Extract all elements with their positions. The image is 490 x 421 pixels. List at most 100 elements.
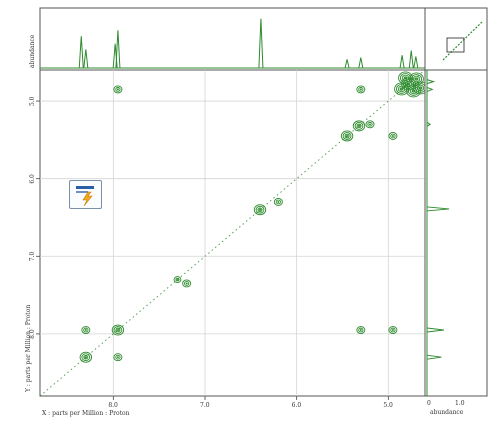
y-tick-label: 5.0 — [29, 96, 36, 106]
contour-ring — [388, 132, 398, 140]
y-tick-label: 6.0 — [29, 174, 36, 184]
side-projection — [426, 70, 450, 396]
y-tick-label: 7.0 — [29, 252, 36, 262]
contour-core — [359, 88, 362, 91]
x-tick-label: 5.0 — [383, 402, 393, 409]
contour-ring — [409, 87, 418, 95]
diagonal-peak — [394, 82, 409, 96]
cross-peak — [388, 132, 398, 140]
contour-core — [345, 134, 349, 138]
top-projection-peak — [115, 30, 121, 69]
top-projection-peak — [399, 55, 405, 69]
side-projection-frame — [424, 69, 488, 397]
contour-ring — [390, 133, 396, 139]
side-projection-peak — [426, 86, 434, 92]
overview-thumbnail[interactable] — [424, 7, 488, 71]
contour-ring — [399, 73, 412, 83]
top-projection-peak — [358, 57, 364, 69]
contour-ring — [340, 130, 354, 142]
x-tick-label: 8.0 — [108, 402, 118, 409]
x-axis-label: X : parts per Million : Proton — [42, 410, 130, 417]
contour-core — [414, 77, 419, 81]
diagonal-peak — [173, 276, 182, 284]
contour-ring — [81, 326, 91, 334]
y-axis-ticks: 5.0 6.0 7.0 8.0 — [29, 96, 40, 339]
diagonal-trace — [39, 69, 426, 397]
top-projection-peak — [78, 36, 84, 69]
contour-core — [359, 329, 362, 332]
contour-ring — [344, 133, 350, 139]
side-projection-peak — [426, 79, 436, 85]
contour-ring — [111, 324, 125, 336]
contour-ring — [182, 279, 192, 288]
top-projection-peak — [83, 49, 89, 69]
top-projection-frame — [39, 7, 426, 71]
overview-viewport-rect[interactable] — [446, 37, 465, 53]
contour-ring — [407, 86, 420, 96]
contour-ring — [255, 205, 265, 214]
contour-core — [84, 329, 87, 332]
contour-core — [185, 282, 188, 285]
x-axis-ticks: 8.0 7.0 6.0 5.0 — [108, 396, 393, 409]
side-projection-peak — [426, 206, 450, 212]
side-tick-0: 0 — [427, 400, 431, 407]
contour-ring — [173, 276, 182, 284]
diagonal-dots — [39, 69, 426, 397]
side-projection-label: abundance — [430, 409, 464, 416]
contour-ring — [113, 326, 123, 334]
diagonal-peak — [111, 324, 125, 336]
contour-ring — [342, 132, 352, 140]
cross-peak — [113, 85, 123, 94]
contour-ring — [356, 326, 366, 334]
contour-core — [357, 124, 361, 128]
contour-ring — [397, 85, 406, 93]
top-projection — [40, 18, 425, 69]
cross-peak — [81, 326, 91, 334]
contour-ring — [388, 326, 398, 334]
contour-ring — [81, 353, 91, 362]
contour-ring — [401, 74, 410, 82]
contour-core — [368, 123, 372, 126]
diagonal-peak — [406, 84, 421, 98]
contour-core — [84, 355, 88, 359]
contour-ring — [398, 71, 413, 85]
side-tick-1: 1.0 — [455, 400, 465, 407]
contour-ring — [390, 327, 396, 333]
contour-peaks — [79, 71, 428, 363]
overview-diagonal — [442, 21, 483, 61]
contour-core — [277, 200, 280, 203]
diagonal-peak — [340, 130, 354, 142]
contour-ring — [356, 85, 366, 94]
cross-peak — [273, 198, 283, 206]
contour-ring — [83, 354, 89, 360]
lasso-tool-icon[interactable] — [69, 180, 102, 209]
contour-ring — [253, 204, 267, 216]
side-projection-peak — [426, 354, 442, 360]
cross-peak — [182, 279, 192, 288]
contour-ring — [257, 207, 263, 212]
diagonal-peak — [398, 71, 413, 85]
contour-core — [116, 356, 119, 359]
contour-ring — [115, 354, 121, 360]
top-projection-peak — [413, 56, 419, 69]
cross-peak — [365, 120, 375, 129]
contour-core — [403, 76, 408, 80]
contour-ring — [115, 327, 121, 333]
contour-ring — [365, 120, 375, 129]
x-tick-label: 6.0 — [292, 402, 302, 409]
contour-ring — [356, 123, 362, 129]
diagonal-peak — [253, 204, 267, 216]
contour-ring — [83, 327, 89, 333]
contour-ring — [354, 122, 364, 130]
contour-ring — [115, 87, 121, 92]
contour-ring — [113, 85, 123, 94]
top-projection-peak — [408, 50, 414, 69]
contour-ring — [275, 199, 281, 205]
top-projection-label: abundance — [29, 34, 36, 68]
contour-core — [399, 87, 404, 91]
y-tick-label: 8.0 — [29, 329, 36, 339]
contour-ring — [406, 84, 421, 98]
diagonal-peak — [352, 120, 366, 132]
contour-core — [411, 89, 416, 93]
